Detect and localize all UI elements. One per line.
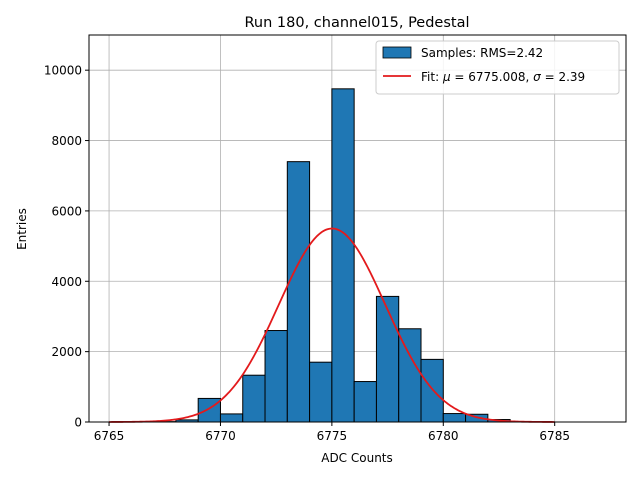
x-tick-label: 6775	[317, 429, 348, 443]
y-axis-label: Entries	[15, 208, 29, 250]
y-axis-ticks: 0 2000 4000 6000 8000 10000	[44, 64, 89, 430]
histogram-bar	[398, 328, 422, 423]
x-tick-label: 6785	[539, 429, 570, 443]
x-tick-label: 6765	[94, 429, 125, 443]
x-axis-ticks: 6765 6770 6775 6780 6785	[94, 422, 570, 443]
chart-title: Run 180, channel015, Pedestal	[244, 15, 469, 31]
legend-mu-value: = 6775.008,	[451, 70, 534, 84]
histogram-bar	[375, 295, 400, 423]
plot-frame	[88, 34, 627, 423]
histogram-bar	[309, 361, 333, 423]
histogram-bar	[197, 397, 221, 423]
legend: Samples: RMS=2.42 Fit: μ = 6775.008, σ =…	[375, 40, 620, 95]
y-tick-label: 8000	[51, 134, 82, 148]
histogram-bars	[130, 88, 533, 423]
legend-samples-label: Samples: RMS=2.42	[421, 46, 543, 60]
y-tick-label: 4000	[51, 275, 82, 289]
legend-sigma-symbol: σ	[533, 70, 541, 84]
y-tick-label: 10000	[44, 64, 82, 78]
histogram-bar	[420, 358, 444, 423]
legend-fit-prefix: Fit:	[421, 70, 443, 84]
x-tick-label: 6770	[205, 429, 236, 443]
legend-mu-symbol: μ	[442, 70, 451, 84]
legend-fit-label: Fit: μ = 6775.008, σ = 2.39	[421, 70, 585, 84]
y-tick-label: 0	[74, 416, 82, 430]
y-tick-label: 2000	[51, 345, 82, 359]
x-axis-label: ADC Counts	[321, 451, 393, 465]
legend-box	[375, 40, 620, 95]
histogram-bar	[286, 161, 311, 423]
histogram-bar	[331, 88, 355, 423]
histogram-bar	[219, 413, 244, 423]
legend-samples-swatch	[382, 46, 412, 59]
histogram-bar	[442, 413, 467, 423]
fit-curve-group	[109, 227, 555, 423]
histogram-bar	[242, 374, 266, 423]
fit-curve	[109, 227, 555, 423]
histogram-bar	[353, 381, 377, 423]
x-tick-label: 6780	[428, 429, 459, 443]
y-tick-label: 6000	[51, 204, 82, 218]
histogram-bar	[264, 330, 288, 423]
legend-sigma-value: = 2.39	[541, 70, 585, 84]
